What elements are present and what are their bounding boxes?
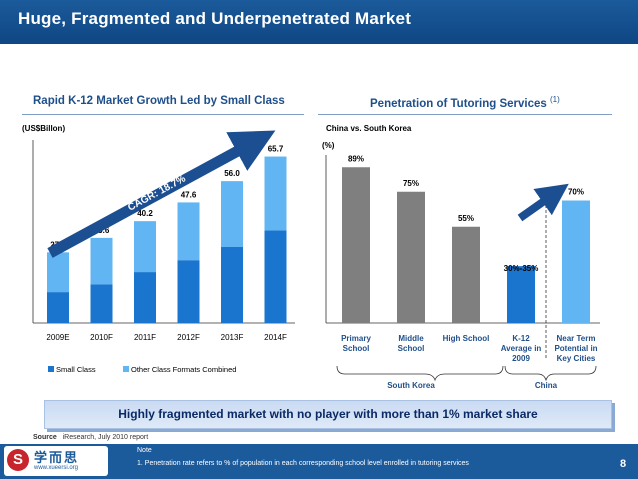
x-tick-penetration-0-line-0: Primary <box>341 334 371 343</box>
bar-penetration-4 <box>562 200 590 323</box>
bar-small-class-2014F <box>264 230 287 323</box>
x-tick-penetration-3-line-1: Average in <box>501 344 542 353</box>
right-title-underline <box>318 114 612 115</box>
bar-penetration-0 <box>342 167 370 323</box>
x-tick-2009E: 2009E <box>46 333 69 342</box>
china-brace <box>504 365 597 382</box>
potential-arrow <box>517 183 569 222</box>
bar-other-class-2011F <box>134 221 156 273</box>
bar-other-class-2013F <box>221 181 243 247</box>
logo-url: www.xueersi.org <box>34 465 79 471</box>
x-tick-2014F: 2014F <box>264 333 287 342</box>
bar-other-class-2012F <box>177 202 200 261</box>
source-text: iResearch, July 2010 report <box>62 434 149 441</box>
left-title-underline <box>22 114 304 115</box>
bar-other-class-2009E <box>47 252 69 293</box>
bar-small-class-2009E <box>47 292 69 323</box>
x-tick-2010F: 2010F <box>90 333 113 342</box>
x-tick-penetration-4-line-2: Key Cities <box>557 354 596 363</box>
group-label-china: China <box>535 381 558 390</box>
bar-penetration-3 <box>507 266 535 323</box>
value-label-1: 75% <box>403 179 419 188</box>
page-title: Huge, Fragmented and Underpenetrated Mar… <box>18 9 412 28</box>
x-tick-penetration-1-line-1: School <box>398 344 425 353</box>
key-message-text: Highly fragmented market with no player … <box>118 407 538 421</box>
x-tick-penetration-0-line-1: School <box>343 344 370 353</box>
right-unit-label: (%) <box>322 141 335 150</box>
x-tick-2011F: 2011F <box>134 333 156 342</box>
right-chart-title-text: Penetration of Tutoring Services <box>370 97 547 110</box>
logo-s-icon: S <box>7 449 29 471</box>
total-label-2013F: 56.0 <box>224 169 240 178</box>
source-note: Source iResearch, July 2010 report <box>33 434 148 441</box>
bar-penetration-2 <box>452 226 480 323</box>
x-tick-penetration-2-line-0: High School <box>443 334 490 343</box>
group-label-south-korea: South Korea <box>387 381 435 390</box>
legend-label-other-class: Other Class Formats Combined <box>131 365 236 374</box>
x-tick-2012F: 2012F <box>177 333 200 342</box>
x-tick-penetration-4-line-0: Near Term <box>557 334 596 343</box>
bar-small-class-2010F <box>90 284 113 323</box>
bar-small-class-2012F <box>177 260 200 323</box>
left-unit-label: (US$Billon) <box>22 124 66 133</box>
legend-label-small-class: Small Class <box>56 365 96 374</box>
bar-other-class-2014F <box>264 156 287 231</box>
right-chart-title: Penetration of Tutoring Services (1) <box>370 95 560 110</box>
bar-small-class-2013F <box>221 247 243 323</box>
logo-chinese-name: 学而思 <box>34 451 80 466</box>
bar-small-class-2011F <box>134 272 156 323</box>
header-bar: Huge, Fragmented and Underpenetrated Mar… <box>0 0 638 44</box>
bar-other-class-2010F <box>90 237 113 285</box>
value-label-0: 89% <box>348 154 364 163</box>
company-logo: S 学而思 www.xueersi.org <box>4 446 108 476</box>
left-chart-title: Rapid K-12 Market Growth Led by Small Cl… <box>33 95 285 107</box>
right-chart-title-footnote: (1) <box>550 95 560 104</box>
key-message-banner: Highly fragmented market with no player … <box>44 400 612 429</box>
total-label-2011F: 40.2 <box>137 209 153 218</box>
x-tick-penetration-3-line-0: K-12 <box>512 334 530 343</box>
value-label-3: 30%-35% <box>504 264 539 273</box>
cagr-arrow <box>47 130 276 258</box>
total-label-2014F: 65.7 <box>268 145 284 154</box>
right-subtitle: China vs. South Korea <box>326 124 412 133</box>
bar-penetration-1 <box>397 191 425 323</box>
note-text: 1. Penetration rate refers to % of popul… <box>137 460 469 467</box>
value-label-4: 70% <box>568 188 584 197</box>
legend-swatch-small-class <box>48 366 54 372</box>
note-title: Note <box>137 447 152 454</box>
source-label: Source <box>33 434 57 441</box>
total-label-2012F: 47.6 <box>181 190 197 199</box>
legend-swatch-other-class <box>123 366 129 372</box>
x-tick-2013F: 2013F <box>221 333 244 342</box>
x-tick-penetration-3-line-2: 2009 <box>512 354 530 363</box>
page-number: 8 <box>620 458 627 470</box>
value-label-2: 55% <box>458 214 474 223</box>
x-tick-penetration-1-line-0: Middle <box>398 334 424 343</box>
x-tick-penetration-4-line-1: Potential in <box>554 344 597 353</box>
south-korea-brace <box>336 365 504 382</box>
